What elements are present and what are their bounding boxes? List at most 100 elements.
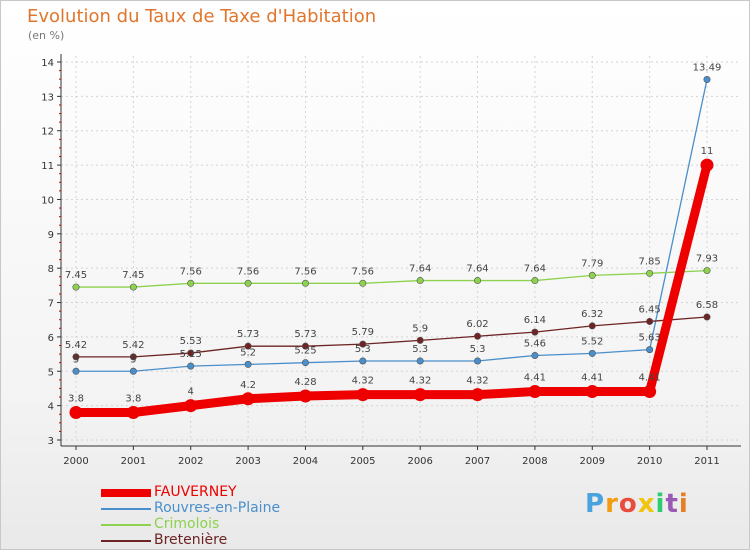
data-label-fauverney: 3.8 xyxy=(68,394,84,405)
data-point-breteniere xyxy=(703,313,711,321)
data-label-crimolois: 7.56 xyxy=(294,266,316,277)
data-label-rouvres-en-plaine: 5 xyxy=(130,354,136,365)
data-point-fauverney xyxy=(126,406,140,420)
y-tick-label: 14 xyxy=(41,58,54,69)
data-point-rouvres-en-plaine xyxy=(129,367,137,375)
data-point-breteniere xyxy=(646,317,654,325)
y-tick-label: 9 xyxy=(48,230,54,241)
data-point-breteniere xyxy=(244,342,252,350)
data-label-rouvres-en-plaine: 5.15 xyxy=(180,349,202,360)
legend-item-breteniere: Bretenière xyxy=(101,532,361,549)
data-point-rouvres-en-plaine xyxy=(588,349,596,357)
proxiti-logo: Proxiti xyxy=(585,489,689,519)
logo-letter: r xyxy=(605,489,619,519)
data-point-fauverney xyxy=(298,389,312,403)
data-point-crimolois xyxy=(187,279,195,287)
data-label-crimolois: 7.56 xyxy=(352,266,374,277)
data-label-rouvres-en-plaine: 5.3 xyxy=(355,344,371,355)
data-point-crimolois xyxy=(244,279,252,287)
data-point-crimolois xyxy=(703,267,711,275)
y-tick-label: 6 xyxy=(48,333,54,344)
data-point-breteniere xyxy=(474,332,482,340)
data-label-crimolois: 7.56 xyxy=(237,266,259,277)
data-point-fauverney xyxy=(528,385,542,399)
legend-item-crimolois: Crimolois xyxy=(101,516,361,533)
data-label-breteniere: 5.79 xyxy=(352,327,374,338)
x-tick-label: 2011 xyxy=(694,456,719,467)
data-point-rouvres-en-plaine xyxy=(187,362,195,370)
data-label-breteniere: 5.53 xyxy=(180,336,202,347)
legend-swatch-rouvres-en-plaine xyxy=(101,508,151,510)
chart-subtitle: (en %) xyxy=(28,29,65,42)
x-tick-label: 2009 xyxy=(580,456,605,467)
data-label-breteniere: 6.14 xyxy=(524,315,546,326)
data-point-fauverney xyxy=(471,388,485,402)
data-point-crimolois xyxy=(301,279,309,287)
chart-legend: FAUVERNEY Rouvres-en-Plaine Crimolois Br… xyxy=(101,484,361,549)
data-label-fauverney: 4 xyxy=(188,387,194,398)
y-tick-label: 7 xyxy=(48,299,54,310)
data-label-rouvres-en-plaine: 5.63 xyxy=(639,333,661,344)
data-point-rouvres-en-plaine xyxy=(301,359,309,367)
data-point-fauverney xyxy=(241,392,255,406)
legend-label-rouvres-en-plaine: Rouvres-en-Plaine xyxy=(154,500,281,516)
data-label-fauverney: 4.32 xyxy=(466,376,488,387)
data-label-breteniere: 5.73 xyxy=(237,329,259,340)
legend-item-fauverney: FAUVERNEY xyxy=(101,484,361,501)
legend-label-crimolois: Crimolois xyxy=(154,516,220,532)
data-label-crimolois: 7.56 xyxy=(180,266,202,277)
data-point-breteniere xyxy=(531,328,539,336)
data-label-breteniere: 5.42 xyxy=(122,340,144,351)
data-label-rouvres-en-plaine: 5.3 xyxy=(470,344,486,355)
data-label-breteniere: 6.58 xyxy=(696,300,718,311)
data-label-breteniere: 5.73 xyxy=(294,329,316,340)
legend-swatch-crimolois xyxy=(101,524,151,526)
legend-label-breteniere: Bretenière xyxy=(154,532,228,548)
data-label-crimolois: 7.64 xyxy=(409,264,431,275)
data-point-breteniere xyxy=(72,353,80,361)
logo-letter: t xyxy=(665,489,679,519)
data-label-fauverney: 11 xyxy=(701,146,714,157)
x-tick-label: 2006 xyxy=(407,456,432,467)
y-tick-label: 11 xyxy=(41,161,54,172)
data-point-breteniere xyxy=(187,349,195,357)
data-label-rouvres-en-plaine: 5 xyxy=(73,354,79,365)
data-point-fauverney xyxy=(184,399,198,413)
legend-item-rouvres-en-plaine: Rouvres-en-Plaine xyxy=(101,500,361,517)
series-line-rouvres-en-plaine xyxy=(75,78,708,372)
x-tick-label: 2002 xyxy=(178,456,203,467)
data-label-fauverney: 4.2 xyxy=(240,380,256,391)
x-tick-label: 2000 xyxy=(63,456,88,467)
data-point-crimolois xyxy=(646,269,654,277)
logo-letter: i xyxy=(678,489,689,519)
data-label-crimolois: 7.85 xyxy=(639,256,661,267)
y-tick-label: 10 xyxy=(41,195,54,206)
y-tick-label: 5 xyxy=(48,367,54,378)
data-point-breteniere xyxy=(359,340,367,348)
logo-letter: o xyxy=(618,489,638,519)
data-point-rouvres-en-plaine xyxy=(703,76,711,84)
data-point-crimolois xyxy=(72,283,80,291)
data-label-rouvres-en-plaine: 5.3 xyxy=(412,344,428,355)
data-point-rouvres-en-plaine xyxy=(244,360,252,368)
data-label-fauverney: 4.32 xyxy=(352,376,374,387)
series-line-fauverney xyxy=(71,160,712,418)
data-label-breteniere: 6.32 xyxy=(581,309,603,320)
data-point-breteniere xyxy=(588,322,596,330)
series-line-crimolois xyxy=(75,269,708,288)
data-label-crimolois: 7.64 xyxy=(466,264,488,275)
data-point-fauverney xyxy=(700,158,714,172)
data-point-crimolois xyxy=(588,271,596,279)
data-point-breteniere xyxy=(129,353,137,361)
data-label-fauverney: 4.28 xyxy=(294,377,316,388)
data-point-crimolois xyxy=(359,279,367,287)
data-label-fauverney: 4.41 xyxy=(639,373,661,384)
data-point-crimolois xyxy=(416,277,424,285)
data-point-rouvres-en-plaine xyxy=(359,357,367,365)
legend-label-fauverney: FAUVERNEY xyxy=(154,484,237,500)
data-point-rouvres-en-plaine xyxy=(416,357,424,365)
data-label-breteniere: 5.42 xyxy=(65,340,87,351)
data-point-fauverney xyxy=(356,388,370,402)
